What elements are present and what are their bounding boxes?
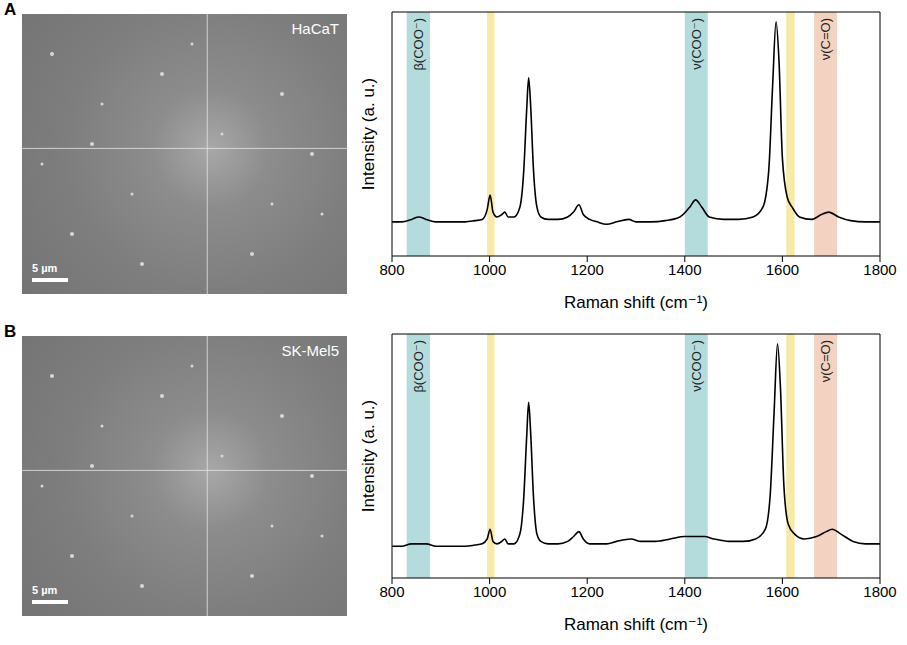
svg-text:1400: 1400 [668,261,701,278]
svg-text:ν(COO⁻): ν(COO⁻) [689,18,704,70]
html-text:A: A [4,0,17,19]
svg-text:1800: 1800 [863,583,896,600]
svg-text:ν(C=O): ν(C=O) [818,18,833,60]
svg-text:Raman shift (cm⁻¹): Raman shift (cm⁻¹) [564,293,708,312]
svg-text:SK-Mel5: SK-Mel5 [281,342,339,359]
svg-text:5 µm: 5 µm [32,262,58,274]
svg-text:Raman shift (cm⁻¹): Raman shift (cm⁻¹) [564,615,708,634]
svg-text:1600: 1600 [766,261,799,278]
svg-text:800: 800 [379,583,404,600]
svg-text:β(COO⁻): β(COO⁻) [411,18,426,71]
svg-text:HaCaT: HaCaT [291,20,339,37]
svg-text:β(COO⁻): β(COO⁻) [411,340,426,393]
html-text:B: B [4,322,17,341]
svg-text:1600: 1600 [766,583,799,600]
svg-text:ν(COO⁻): ν(COO⁻) [689,340,704,392]
svg-text:1000: 1000 [473,583,506,600]
svg-text:1000: 1000 [473,261,506,278]
svg-text:800: 800 [379,261,404,278]
svg-text:1200: 1200 [571,583,604,600]
svg-text:1800: 1800 [863,261,896,278]
svg-text:1400: 1400 [668,583,701,600]
svg-text:Intensity (a. u.): Intensity (a. u.) [359,78,378,190]
svg-text:1200: 1200 [571,261,604,278]
svg-text:ν(C=O): ν(C=O) [818,340,833,382]
svg-text:Intensity (a. u.): Intensity (a. u.) [359,400,378,512]
svg-text:5 µm: 5 µm [32,584,58,596]
